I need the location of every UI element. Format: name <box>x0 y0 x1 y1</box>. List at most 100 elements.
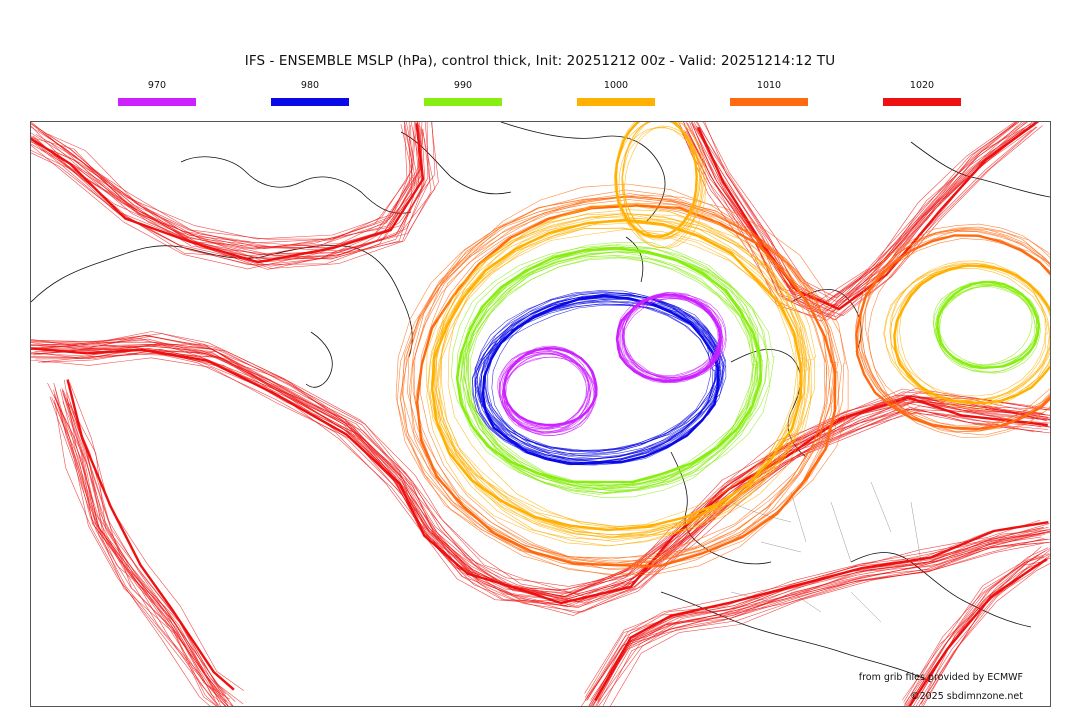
isobar-990 <box>465 251 754 490</box>
isobar-1000 <box>613 122 698 238</box>
isobar-1010 <box>395 195 834 569</box>
isobar-1020 <box>597 529 1050 701</box>
isobar-990 <box>465 254 759 487</box>
isobar-1000 <box>618 126 702 248</box>
isobar-970 <box>501 356 596 436</box>
isobar-1000 <box>622 122 707 238</box>
isobar-1020 <box>42 348 1050 608</box>
isobar-1020 <box>704 122 1036 307</box>
isobar-1020 <box>34 352 1050 614</box>
isobar-1000 <box>437 205 814 538</box>
isobar-1020 <box>31 334 1050 597</box>
isobar-970 <box>500 349 589 429</box>
isobar-1020 <box>31 122 423 240</box>
isobar-1020 <box>904 554 1039 706</box>
isobar-1010 <box>413 199 828 575</box>
isobar-970 <box>617 294 721 377</box>
isobar-1020 <box>40 341 1050 597</box>
legend-item-980: 980 <box>271 80 349 106</box>
isobar-1000 <box>623 125 706 249</box>
isobar-1020 <box>588 538 1045 706</box>
isobar-990 <box>939 285 1038 373</box>
isobar-990 <box>933 282 1038 366</box>
isobar-1020 <box>683 124 1026 318</box>
isobar-970 <box>622 293 720 377</box>
isobar-1020 <box>915 553 1050 706</box>
isobar-1020 <box>53 394 220 706</box>
isobar-1020 <box>41 122 439 252</box>
isobar-1020 <box>587 527 1044 701</box>
isobar-980 <box>485 300 720 462</box>
isobar-1020 <box>903 553 1049 703</box>
isobar-1020 <box>31 342 1046 596</box>
isobar-1010 <box>399 193 843 566</box>
isobar-990 <box>463 248 755 494</box>
isobar-990 <box>469 257 762 494</box>
map-panel[interactable] <box>30 121 1051 707</box>
isobar-1010 <box>859 231 1050 426</box>
isobar-1020 <box>683 122 1016 308</box>
legend-label: 970 <box>147 80 167 91</box>
isobar-1020 <box>31 123 425 264</box>
isobar-1020 <box>54 401 218 706</box>
legend-swatch <box>424 98 502 106</box>
isobar-1020 <box>40 333 1050 594</box>
legend-label: 1010 <box>756 80 782 91</box>
isobar-1020 <box>62 390 244 704</box>
isobar-1020 <box>35 122 431 263</box>
isobar-1000 <box>430 213 817 527</box>
isobar-1020 <box>63 379 227 695</box>
isobar-970 <box>616 295 721 384</box>
isobar-1020 <box>908 558 1048 706</box>
isobar-1020 <box>584 519 1041 701</box>
isobar-1000 <box>899 262 1050 400</box>
isobar-1020 <box>49 396 226 706</box>
isobar-1020 <box>589 536 1042 706</box>
legend-swatch <box>883 98 961 106</box>
isobar-1020 <box>31 125 418 266</box>
isobar-980 <box>480 297 716 456</box>
isobar-1020 <box>31 348 1035 606</box>
isobar-970 <box>621 294 723 379</box>
isobar-1010 <box>857 229 1050 429</box>
isobar-1020 <box>691 122 1026 302</box>
isobar-1010 <box>400 195 837 571</box>
legend-swatch <box>271 98 349 106</box>
isobar-1020 <box>54 399 211 706</box>
isobar-1020 <box>685 122 1020 307</box>
isobar-1020 <box>31 122 414 247</box>
isobar-980 <box>482 300 716 466</box>
isobar-1020 <box>31 348 1043 608</box>
chart-title: IFS - ENSEMBLE MSLP (hPa), control thick… <box>244 53 836 69</box>
isobar-1020 <box>47 122 436 256</box>
isobar-1020 <box>695 126 1037 321</box>
legend-item-1020: 1020 <box>883 80 961 106</box>
isobar-1020 <box>68 403 234 706</box>
isobar-1020 <box>31 343 1043 595</box>
isobar-1020 <box>610 541 1050 706</box>
isobar-1020 <box>586 523 1050 698</box>
isobar-970 <box>622 294 723 378</box>
isobar-1020 <box>66 392 236 702</box>
legend-item-1010: 1010 <box>730 80 808 106</box>
isobar-1000 <box>894 265 1050 404</box>
isobar-1020 <box>31 122 419 249</box>
isobar-1020 <box>918 556 1050 706</box>
isobar-1000 <box>426 220 809 547</box>
isobar-1020 <box>921 555 1050 706</box>
isobar-1020 <box>31 338 1047 598</box>
isobar-990 <box>450 244 760 487</box>
isobar-map <box>31 122 1050 706</box>
isobar-1020 <box>31 357 1048 616</box>
isobar-990 <box>937 284 1041 366</box>
isobar-990 <box>934 281 1036 370</box>
isobar-1020 <box>31 122 421 240</box>
legend-label: 980 <box>300 80 320 91</box>
legend-label: 1020 <box>909 80 935 91</box>
isobar-970 <box>617 298 720 382</box>
isobar-970 <box>620 296 721 384</box>
isobar-1020 <box>66 379 235 691</box>
isobar-1010 <box>415 204 837 568</box>
isobar-980 <box>476 290 711 452</box>
isobar-1020 <box>61 387 230 700</box>
